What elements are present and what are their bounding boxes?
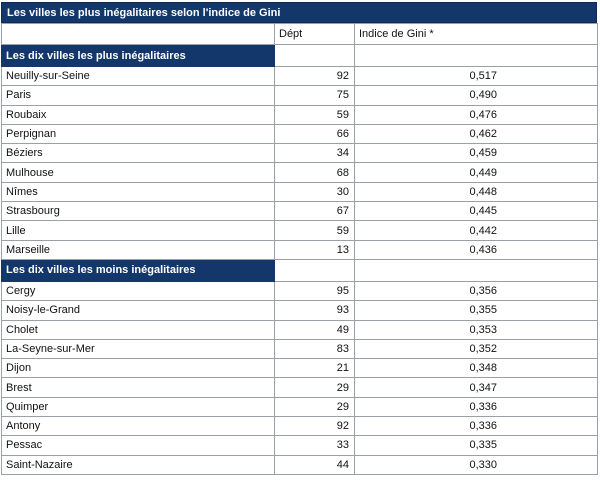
table-row: Saint-Nazaire 44 0,330 — [1, 454, 598, 475]
section-empty-cell — [354, 44, 598, 67]
city-cell: La-Seyne-sur-Mer — [1, 338, 275, 360]
dept-cell: 49 — [274, 319, 355, 340]
dept-cell: 93 — [274, 300, 355, 321]
dept-cell: 21 — [274, 358, 355, 379]
dept-cell: 34 — [274, 143, 355, 164]
gini-cell: 0,445 — [354, 201, 598, 222]
gini-cell: 0,348 — [354, 358, 598, 379]
section-header-row: Les dix villes les plus inégalitaires — [1, 44, 598, 67]
city-cell: Nîmes — [1, 181, 275, 203]
table-row: Neuilly-sur-Seine 92 0,517 — [1, 65, 598, 87]
dept-cell: 83 — [274, 338, 355, 360]
table-row: Nîmes 30 0,448 — [1, 181, 598, 203]
gini-cell: 0,336 — [354, 396, 598, 418]
city-cell: Lille — [1, 220, 275, 241]
dept-cell: 68 — [274, 162, 355, 183]
table-row: Cergy 95 0,356 — [1, 280, 598, 302]
dept-cell: 59 — [274, 220, 355, 241]
table-row: Paris 75 0,490 — [1, 85, 598, 106]
gini-cell: 0,336 — [354, 416, 598, 437]
dept-cell: 44 — [274, 454, 355, 475]
city-cell: Quimper — [1, 396, 275, 418]
gini-cell: 0,476 — [354, 104, 598, 125]
city-cell: Strasbourg — [1, 201, 275, 222]
section-title: Les dix villes les moins inégalitaires — [1, 258, 275, 282]
table-body: Dépt Indice de Gini * Les dix villes les… — [1, 23, 598, 475]
city-cell: Cergy — [1, 280, 275, 302]
gini-cell: 0,335 — [354, 435, 598, 456]
city-cell: Perpignan — [1, 123, 275, 145]
gini-cell: 0,462 — [354, 123, 598, 145]
dept-cell: 92 — [274, 65, 355, 87]
city-cell: Brest — [1, 377, 275, 398]
table-row: Perpignan 66 0,462 — [1, 123, 598, 145]
table-row: Dijon 21 0,348 — [1, 358, 598, 379]
dept-cell: 29 — [274, 396, 355, 418]
gini-cell: 0,449 — [354, 162, 598, 183]
dept-cell: 13 — [274, 239, 355, 260]
dept-cell: 92 — [274, 416, 355, 437]
column-header-gini: Indice de Gini * — [354, 23, 598, 45]
dept-cell: 95 — [274, 280, 355, 302]
city-cell: Neuilly-sur-Seine — [1, 65, 275, 87]
section-empty-cell — [354, 258, 598, 282]
city-cell: Roubaix — [1, 104, 275, 125]
gini-cell: 0,330 — [354, 454, 598, 475]
gini-cell: 0,490 — [354, 85, 598, 106]
dept-cell: 30 — [274, 181, 355, 203]
gini-cell: 0,355 — [354, 300, 598, 321]
dept-cell: 59 — [274, 104, 355, 125]
gini-cell: 0,459 — [354, 143, 598, 164]
gini-cell: 0,353 — [354, 319, 598, 340]
table-row: Lille 59 0,442 — [1, 220, 598, 241]
section-empty-cell — [274, 258, 355, 282]
gini-cell: 0,448 — [354, 181, 598, 203]
section-title: Les dix villes les plus inégalitaires — [1, 44, 275, 67]
column-header-city — [1, 23, 275, 45]
city-cell: Cholet — [1, 319, 275, 340]
city-cell: Béziers — [1, 143, 275, 164]
city-cell: Dijon — [1, 358, 275, 379]
city-cell: Pessac — [1, 435, 275, 456]
table-row: Brest 29 0,347 — [1, 377, 598, 398]
column-header-row: Dépt Indice de Gini * — [1, 23, 598, 45]
table-row: Mulhouse 68 0,449 — [1, 162, 598, 183]
city-cell: Marseille — [1, 239, 275, 260]
dept-cell: 33 — [274, 435, 355, 456]
gini-cell: 0,442 — [354, 220, 598, 241]
city-cell: Noisy-le-Grand — [1, 300, 275, 321]
gini-cell: 0,356 — [354, 280, 598, 302]
table-row: Strasbourg 67 0,445 — [1, 201, 598, 222]
gini-table: Dépt Indice de Gini * Les dix villes les… — [1, 23, 598, 475]
city-cell: Paris — [1, 85, 275, 106]
city-cell: Mulhouse — [1, 162, 275, 183]
dept-cell: 67 — [274, 201, 355, 222]
table-row: Pessac 33 0,335 — [1, 435, 598, 456]
table-row: Noisy-le-Grand 93 0,355 — [1, 300, 598, 321]
table-row: La-Seyne-sur-Mer 83 0,352 — [1, 338, 598, 360]
dept-cell: 29 — [274, 377, 355, 398]
section-empty-cell — [274, 44, 355, 67]
city-cell: Saint-Nazaire — [1, 454, 275, 475]
table-row: Béziers 34 0,459 — [1, 143, 598, 164]
gini-cell: 0,347 — [354, 377, 598, 398]
table-row: Roubaix 59 0,476 — [1, 104, 598, 125]
table-row: Marseille 13 0,436 — [1, 239, 598, 260]
gini-cell: 0,517 — [354, 65, 598, 87]
table-row: Antony 92 0,336 — [1, 416, 598, 437]
dept-cell: 66 — [274, 123, 355, 145]
table-row: Cholet 49 0,353 — [1, 319, 598, 340]
table-title: Les villes les plus inégalitaires selon … — [1, 2, 597, 23]
column-header-dept: Dépt — [274, 23, 355, 45]
dept-cell: 75 — [274, 85, 355, 106]
table-row: Quimper 29 0,336 — [1, 396, 598, 418]
gini-cell: 0,352 — [354, 338, 598, 360]
gini-table-container: Les villes les plus inégalitaires selon … — [1, 2, 598, 475]
gini-cell: 0,436 — [354, 239, 598, 260]
section-header-row: Les dix villes les moins inégalitaires — [1, 258, 598, 282]
city-cell: Antony — [1, 416, 275, 437]
